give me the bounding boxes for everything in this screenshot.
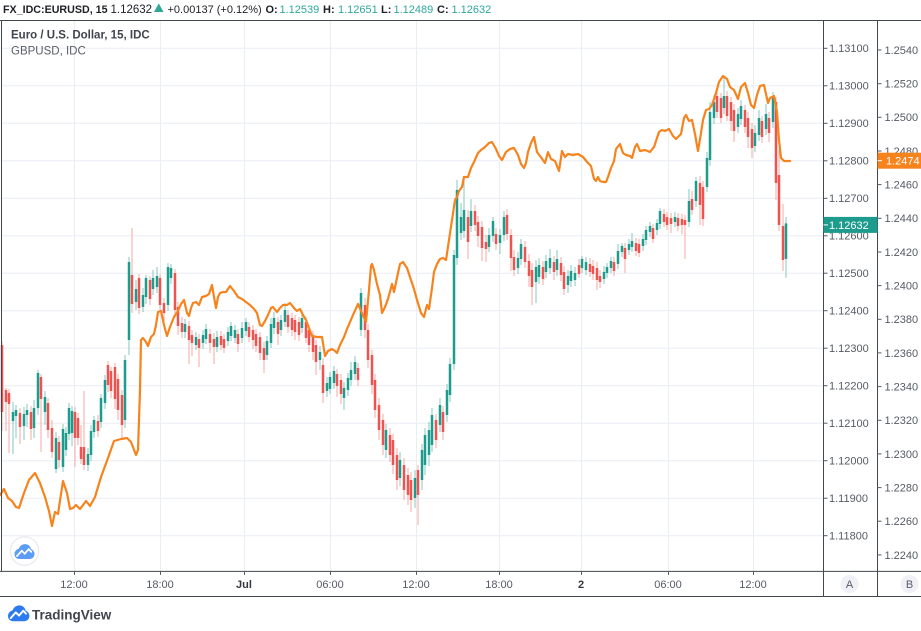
svg-text:1.12300: 1.12300 xyxy=(829,343,869,355)
svg-text:1.2500: 1.2500 xyxy=(885,112,919,124)
svg-text:1.12651: 1.12651 xyxy=(338,4,378,16)
svg-text:1.12400: 1.12400 xyxy=(829,306,869,318)
svg-text:12:00: 12:00 xyxy=(739,579,767,591)
svg-text:18:00: 18:00 xyxy=(485,579,513,591)
svg-text:12:00: 12:00 xyxy=(402,579,430,591)
svg-text:TradingView: TradingView xyxy=(32,607,112,622)
svg-text:1.2400: 1.2400 xyxy=(885,281,919,293)
svg-text:1.2260: 1.2260 xyxy=(885,516,919,528)
svg-text:1.12000: 1.12000 xyxy=(829,456,869,468)
svg-text:O:: O: xyxy=(266,4,278,16)
svg-text:06:00: 06:00 xyxy=(316,579,344,591)
svg-text:1.2440: 1.2440 xyxy=(885,213,919,225)
svg-text:+0.00137 (+0.12%): +0.00137 (+0.12%) xyxy=(168,4,262,16)
svg-text:GBPUSD, IDC: GBPUSD, IDC xyxy=(11,45,86,57)
svg-text:1.2340: 1.2340 xyxy=(885,382,919,394)
svg-text:1.12900: 1.12900 xyxy=(829,118,869,130)
svg-text:1.2420: 1.2420 xyxy=(885,247,919,259)
svg-text:1.12700: 1.12700 xyxy=(829,193,869,205)
svg-text:1.2320: 1.2320 xyxy=(885,415,919,427)
svg-text:1.12632: 1.12632 xyxy=(452,4,492,16)
svg-text:FX_IDC:EURUSD, 15: FX_IDC:EURUSD, 15 xyxy=(3,4,108,16)
svg-text:1.2240: 1.2240 xyxy=(885,550,919,562)
svg-text:1.12539: 1.12539 xyxy=(280,4,320,16)
svg-text:1.11800: 1.11800 xyxy=(829,531,868,543)
svg-text:B: B xyxy=(906,579,913,591)
svg-text:1.12489: 1.12489 xyxy=(394,4,434,16)
svg-text:1.2360: 1.2360 xyxy=(885,348,919,360)
svg-text:Jul: Jul xyxy=(236,579,252,591)
svg-text:1.13100: 1.13100 xyxy=(829,43,869,55)
svg-text:12:00: 12:00 xyxy=(60,579,88,591)
svg-text:1.2300: 1.2300 xyxy=(885,449,919,461)
svg-text:C:: C: xyxy=(437,4,449,16)
svg-text:L:: L: xyxy=(381,4,391,16)
svg-text:06:00: 06:00 xyxy=(654,579,682,591)
svg-text:1.12100: 1.12100 xyxy=(829,418,869,430)
svg-text:1.12632: 1.12632 xyxy=(111,4,153,16)
svg-text:2: 2 xyxy=(578,579,584,591)
svg-text:1.2380: 1.2380 xyxy=(885,314,919,326)
svg-text:A: A xyxy=(846,579,854,591)
svg-text:1.2474: 1.2474 xyxy=(886,156,920,168)
svg-text:1.12632: 1.12632 xyxy=(829,220,869,232)
svg-text:1.2460: 1.2460 xyxy=(885,180,919,192)
svg-text:1.12500: 1.12500 xyxy=(829,268,869,280)
svg-text:1.11900: 1.11900 xyxy=(829,493,868,505)
svg-text:Euro / U.S. Dollar, 15, IDC: Euro / U.S. Dollar, 15, IDC xyxy=(11,29,150,41)
svg-text:1.2520: 1.2520 xyxy=(885,79,919,91)
svg-text:1.2280: 1.2280 xyxy=(885,483,919,495)
svg-text:1.12200: 1.12200 xyxy=(829,381,869,393)
svg-text:H:: H: xyxy=(323,4,335,16)
svg-text:1.2540: 1.2540 xyxy=(885,45,919,57)
svg-text:1.13000: 1.13000 xyxy=(829,81,869,93)
svg-text:1.12800: 1.12800 xyxy=(829,156,869,168)
svg-text:18:00: 18:00 xyxy=(146,579,174,591)
